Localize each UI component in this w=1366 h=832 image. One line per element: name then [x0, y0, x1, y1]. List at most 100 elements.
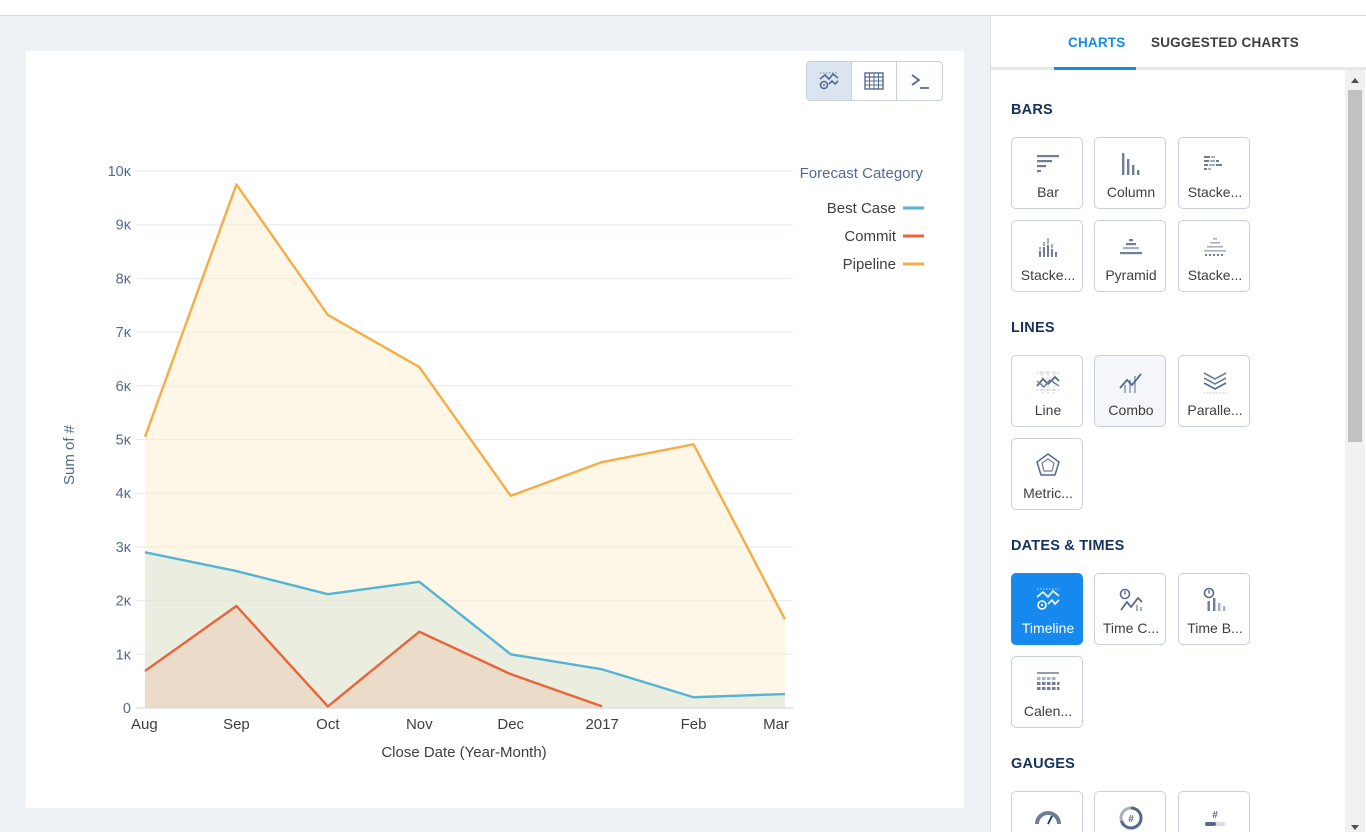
x-tick-label: Dec [497, 716, 524, 733]
chart-type-stacked-column[interactable]: Stacke... [1011, 220, 1083, 292]
chart-type-number-bar[interactable]: # [1178, 791, 1250, 832]
tile-label: Metric... [1023, 485, 1073, 501]
section-title-lines: LINES [1011, 320, 1055, 336]
legend-title: Forecast Category [800, 165, 924, 182]
y-tick-label: 4κ [116, 486, 132, 502]
y-tick-label: 1κ [116, 647, 132, 663]
number-bar-icon: # [1205, 810, 1225, 826]
bar-chart-icon [1037, 155, 1059, 173]
combo-chart-icon [1119, 373, 1142, 393]
top-bar [0, 0, 1366, 16]
tile-label: Stacke... [1187, 184, 1243, 200]
x-tick-label: Mar [763, 716, 789, 733]
chart-type-number-ring[interactable]: # [1094, 791, 1166, 832]
y-tick-label: 3κ [116, 540, 132, 556]
chart-card: 0 1κ 2κ 3κ 4κ 5κ 6κ 7κ 8κ 9κ 10κ Aug Sep Oct Nov Dec 20… [26, 51, 964, 808]
chart-view-button[interactable] [807, 62, 852, 100]
chart-type-list: BARS Bar Column [991, 70, 1345, 832]
chart-type-line[interactable]: Line [1011, 355, 1083, 427]
tile-label: Paralle... [1187, 402, 1243, 418]
chart-type-stacked-bar[interactable]: Stacke... [1178, 137, 1250, 209]
legend-label-pipeline[interactable]: Pipeline [843, 256, 896, 273]
stacked-bar-icon [1204, 156, 1222, 170]
timeline-chart-icon [1036, 588, 1060, 610]
panel-scrollbar[interactable] [1345, 70, 1365, 832]
x-tick-label: Aug [131, 716, 158, 733]
y-tick-label: 9κ [116, 218, 132, 234]
chart-type-column[interactable]: Column [1094, 137, 1166, 209]
x-axis-label: Close Date (Year-Month) [381, 744, 546, 761]
legend-label-best-case[interactable]: Best Case [827, 200, 896, 217]
area-best-case [145, 552, 785, 708]
number-ring-icon: # [1119, 806, 1143, 830]
x-tick-label: Oct [316, 716, 340, 733]
chart-type-metric[interactable]: Metric... [1011, 438, 1083, 510]
y-axis-label: Sum of # [61, 424, 78, 485]
y-tick-label: 6κ [116, 379, 132, 395]
chart-type-stacked-percent[interactable]: Stacke... [1178, 220, 1250, 292]
legend-label-commit[interactable]: Commit [844, 228, 896, 245]
stacked-percent-icon [1204, 238, 1226, 256]
chart-type-time-combo[interactable]: Time C... [1094, 573, 1166, 645]
chart-type-pyramid[interactable]: Pyramid [1094, 220, 1166, 292]
section-title-dates-times: DATES & TIMES [1011, 538, 1125, 554]
scroll-thumb[interactable] [1348, 90, 1362, 442]
y-tick-label: 0 [123, 701, 131, 717]
chart-type-gauge[interactable] [1011, 791, 1083, 832]
x-tick-label: 2017 [585, 716, 618, 733]
query-view-button[interactable] [897, 62, 942, 100]
chart-type-bar[interactable]: Bar [1011, 137, 1083, 209]
panel-tabs: CHARTS SUGGESTED CHARTS [991, 16, 1366, 70]
chart-type-panel: CHARTS SUGGESTED CHARTS BARS Bar Column [990, 16, 1366, 832]
tab-charts[interactable]: CHARTS [1068, 35, 1126, 50]
chart-type-timeline[interactable]: Timeline [1011, 573, 1083, 645]
tile-label: Calen... [1023, 703, 1073, 719]
timeline-chart: 0 1κ 2κ 3κ 4κ 5κ 6κ 7κ 8κ 9κ 10κ Aug Sep Oct Nov Dec 20… [61, 164, 924, 761]
x-tick-label: Sep [223, 716, 250, 733]
tile-label: Stacke... [1020, 267, 1076, 283]
scroll-down-arrow-icon[interactable] [1351, 825, 1359, 830]
chart-workspace: 0 1κ 2κ 3κ 4κ 5κ 6κ 7κ 8κ 9κ 10κ Aug Sep Oct Nov Dec 20… [0, 16, 990, 832]
y-tick-label: 5κ [116, 433, 132, 449]
timeline-chart-icon [819, 72, 839, 90]
y-tick-label: 10κ [108, 164, 132, 180]
x-tick-label: Feb [681, 716, 707, 733]
parallel-lines-icon [1203, 372, 1227, 394]
tile-label: Pyramid [1105, 267, 1157, 283]
chart-type-parallel[interactable]: Paralle... [1178, 355, 1250, 427]
calendar-heatmap-icon [1037, 672, 1060, 690]
tile-label: Bar [1037, 184, 1059, 200]
gauge-icon [1035, 811, 1061, 825]
x-tick-label: Nov [406, 716, 433, 733]
tab-suggested-charts[interactable]: SUGGESTED CHARTS [1151, 35, 1299, 50]
stacked-column-icon [1039, 238, 1057, 257]
metric-radar-icon [1036, 453, 1060, 476]
tile-label: Time B... [1187, 620, 1243, 636]
series-line-best-case[interactable] [144, 551, 786, 699]
chart-type-combo[interactable]: Combo [1094, 355, 1166, 427]
line-chart-icon [1036, 371, 1060, 393]
tile-label: Line [1034, 402, 1062, 418]
tile-label: Timeline [1021, 620, 1075, 636]
scroll-up-arrow-icon[interactable] [1351, 78, 1359, 83]
time-combo-icon [1119, 588, 1143, 611]
tile-label: Combo [1108, 402, 1154, 418]
svg-text:#: # [1212, 810, 1218, 821]
y-tick-label: 7κ [116, 325, 132, 341]
table-view-button[interactable] [852, 62, 897, 100]
series-line-commit[interactable] [144, 604, 603, 708]
tile-label: Stacke... [1187, 267, 1243, 283]
tile-label: Column [1106, 184, 1156, 200]
svg-text:#: # [1128, 814, 1134, 825]
column-chart-icon [1122, 153, 1140, 175]
active-tab-indicator [1054, 67, 1136, 70]
tile-label: Time C... [1102, 620, 1160, 636]
y-tick-label: 8κ [116, 271, 132, 287]
pyramid-chart-icon [1120, 239, 1142, 255]
series-line-pipeline[interactable] [143, 183, 787, 620]
chart-type-time-bar[interactable]: Time B... [1178, 573, 1250, 645]
chart-legend: Forecast Category Best Case Commit Pipelin… [800, 165, 924, 273]
table-grid-icon [864, 72, 884, 90]
area-pipeline [145, 184, 785, 709]
chart-type-calendar[interactable]: Calen... [1011, 656, 1083, 728]
